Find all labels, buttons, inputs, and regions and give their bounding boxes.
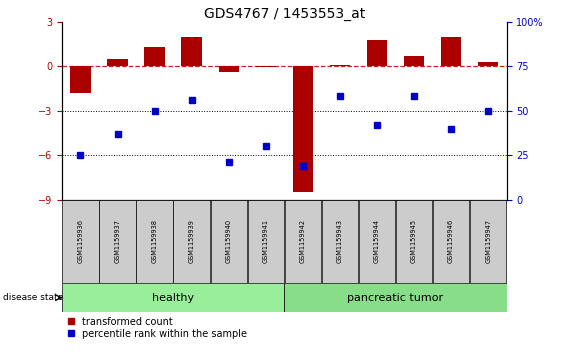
Text: GSM1159946: GSM1159946 (448, 219, 454, 264)
Bar (367, 40, 387, 66)
Bar (441, 37, 461, 66)
Text: GSM1159943: GSM1159943 (337, 219, 343, 264)
Text: pancreatic tumor: pancreatic tumor (347, 293, 444, 303)
Text: GSM1159947: GSM1159947 (485, 219, 491, 264)
Bar (248, 200, 284, 283)
Text: GSM1159944: GSM1159944 (374, 219, 380, 264)
Text: GSM1159941: GSM1159941 (263, 219, 269, 264)
Bar (359, 200, 395, 283)
Bar (70, 66, 91, 93)
Bar (396, 200, 432, 283)
Bar (321, 200, 358, 283)
Text: GSM1159938: GSM1159938 (151, 219, 158, 264)
Text: GSM1159945: GSM1159945 (411, 219, 417, 264)
Bar (256, 66, 276, 67)
Bar (62, 283, 284, 312)
Text: GSM1159936: GSM1159936 (78, 219, 83, 264)
Bar (470, 200, 506, 283)
Bar (293, 66, 313, 192)
Bar (285, 200, 321, 283)
Text: healthy: healthy (152, 293, 194, 303)
Bar (181, 37, 202, 66)
Text: GSM1159942: GSM1159942 (300, 219, 306, 264)
Text: disease state: disease state (3, 293, 63, 302)
Bar (99, 200, 136, 283)
Legend: transformed count, percentile rank within the sample: transformed count, percentile rank withi… (67, 317, 247, 339)
Bar (136, 200, 173, 283)
Bar (144, 47, 165, 66)
Title: GDS4767 / 1453553_at: GDS4767 / 1453553_at (204, 7, 365, 21)
Bar (478, 62, 498, 66)
Text: GSM1159939: GSM1159939 (189, 220, 195, 263)
Bar (330, 65, 350, 66)
Text: GSM1159940: GSM1159940 (226, 219, 232, 264)
Bar (108, 59, 128, 66)
Bar (173, 200, 210, 283)
Bar (404, 56, 425, 66)
Bar (433, 200, 470, 283)
Bar (218, 66, 239, 72)
Bar (62, 200, 99, 283)
Bar (211, 200, 247, 283)
Text: GSM1159937: GSM1159937 (114, 219, 120, 264)
Bar (284, 283, 507, 312)
